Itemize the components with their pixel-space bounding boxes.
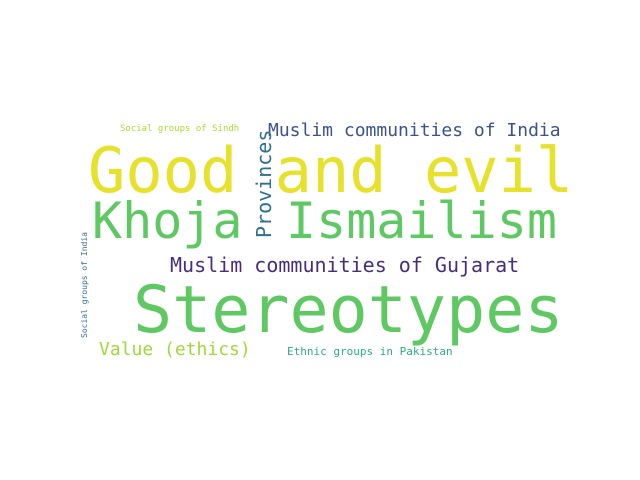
word-provinces: Provinces [252,129,276,238]
word-ethnic-groups-in-pakistan: Ethnic groups in Pakistan [287,345,453,358]
word-value-ethics: Value (ethics) [99,339,251,360]
word-ismailism: Ismailism [286,192,557,250]
word-social-groups-of-sindh: Social groups of Sindh [120,124,240,134]
word-muslim-communities-of-gujarat: Muslim communities of Gujarat [170,253,520,277]
word-khoja: Khoja [92,192,243,250]
word-social-groups-of-india: Social groups of India [80,232,89,338]
word-good-and-evil: Good and evil [88,134,574,207]
word-muslim-communities-of-india: Muslim communities of India [268,120,561,141]
word-stereotypes: Stereotypes [133,273,564,348]
